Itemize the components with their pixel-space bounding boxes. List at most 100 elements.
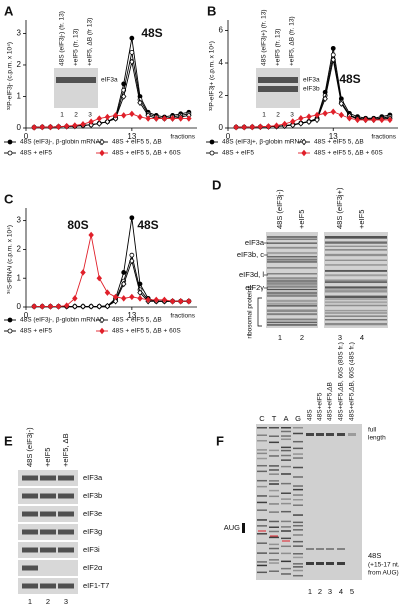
gel-band xyxy=(281,465,291,468)
y-tick-label: 0 xyxy=(17,302,22,311)
legend-label: 48S (eIF3j-, β-globin mRNA) xyxy=(20,317,102,324)
gel-band xyxy=(267,236,317,238)
gel-band xyxy=(267,309,317,313)
data-point xyxy=(129,35,135,41)
gel-band xyxy=(40,511,56,517)
gel-band xyxy=(337,433,345,436)
data-point xyxy=(290,118,296,125)
data-point xyxy=(186,115,192,122)
x-tick-label: 13 xyxy=(329,132,338,141)
gel-band xyxy=(325,236,387,239)
gel-band xyxy=(293,488,303,491)
data-point xyxy=(31,303,37,310)
data-point xyxy=(129,257,135,265)
data-point xyxy=(88,231,94,239)
gel-band xyxy=(325,319,387,321)
data-point xyxy=(161,115,168,122)
gel-band xyxy=(269,489,279,492)
gel-band xyxy=(293,574,303,577)
data-point xyxy=(129,215,135,221)
gel-band xyxy=(293,447,303,450)
gel-band xyxy=(267,282,317,285)
gel-band xyxy=(269,503,279,505)
gel-band xyxy=(267,321,317,324)
y-tick-label: 0 xyxy=(17,123,22,132)
legend-label: 48S + eIF5 5, ΔB xyxy=(314,139,364,146)
gel-band xyxy=(269,530,279,533)
band-label: eIF3i xyxy=(83,545,100,554)
gel-band xyxy=(281,498,291,500)
gel-band xyxy=(306,562,314,565)
legend-label: 48S + eIF5 5, ΔB + 60S xyxy=(112,328,181,335)
gel-band xyxy=(269,469,279,471)
legend-label: 48S (eIF3j-, β-globin mRNA) xyxy=(20,139,102,146)
lane-number: 1 xyxy=(28,597,32,606)
data-point xyxy=(137,295,143,302)
gel-band xyxy=(22,547,38,553)
y-tick-label: 3 xyxy=(17,216,22,225)
gel-band xyxy=(316,548,324,550)
gel-band xyxy=(281,459,291,461)
data-point xyxy=(241,123,247,131)
peak-label: 48S xyxy=(137,218,158,232)
y-axis-label: ³⁵S-tRNAi (c.p.m. x 10⁴) xyxy=(7,225,14,294)
data-point xyxy=(7,328,13,334)
gel-band xyxy=(281,573,291,575)
gel-band xyxy=(281,502,291,505)
data-point xyxy=(120,112,127,119)
gel-band xyxy=(257,485,267,488)
band-label: eIF3g xyxy=(83,527,102,536)
lane-number: 4 xyxy=(360,333,364,342)
data-point xyxy=(314,111,320,119)
gel-band xyxy=(40,583,56,589)
side-label: full xyxy=(368,427,377,434)
gel-band xyxy=(267,273,317,275)
lane-number: 2 xyxy=(74,112,78,119)
gel-band xyxy=(269,455,279,457)
gel-band xyxy=(257,464,267,467)
gel-band xyxy=(267,294,317,297)
legend-label: 48S + eIF5 xyxy=(20,150,52,157)
data-point xyxy=(55,303,62,310)
gel-band xyxy=(269,473,279,475)
gel-band xyxy=(269,562,279,564)
data-point xyxy=(346,115,353,122)
gel-band xyxy=(281,520,291,523)
data-point xyxy=(209,150,215,156)
gel-band xyxy=(326,562,334,565)
lane-label: +eIF5 xyxy=(43,448,52,467)
gel-band xyxy=(257,457,267,460)
gel-band xyxy=(281,552,291,555)
gel-band xyxy=(257,452,267,455)
band-label: eIF3a xyxy=(245,238,265,247)
lane-number: 2 xyxy=(300,333,304,342)
gel-band xyxy=(293,521,303,524)
x-tick-label: 0 xyxy=(24,311,29,320)
gel-band xyxy=(267,302,317,305)
gel-band xyxy=(337,548,345,550)
data-point xyxy=(322,95,328,102)
gel-band xyxy=(281,537,291,540)
data-point xyxy=(298,120,304,127)
data-point xyxy=(104,113,111,121)
lane-label: 48S+eIF5,ΔB, 60S (80S fr.) xyxy=(338,342,345,421)
gel-band xyxy=(293,556,303,559)
gel-band xyxy=(257,449,267,451)
data-point xyxy=(129,49,135,55)
data-point xyxy=(177,115,184,122)
panel-letter: B xyxy=(207,3,216,18)
gel-band xyxy=(269,435,279,437)
gel-band xyxy=(281,567,291,570)
gel-band xyxy=(325,304,387,307)
gel-band xyxy=(267,291,317,295)
gel-band xyxy=(257,542,267,544)
gel-band xyxy=(306,433,314,436)
data-point xyxy=(80,120,86,128)
lane-label: 48S (eIF3j+) xyxy=(335,187,344,229)
gel-band xyxy=(326,433,334,436)
gel-band xyxy=(267,318,317,321)
gel-band xyxy=(267,238,317,241)
data-point xyxy=(322,110,328,117)
gel-band xyxy=(22,583,38,589)
gel-band xyxy=(325,291,387,293)
